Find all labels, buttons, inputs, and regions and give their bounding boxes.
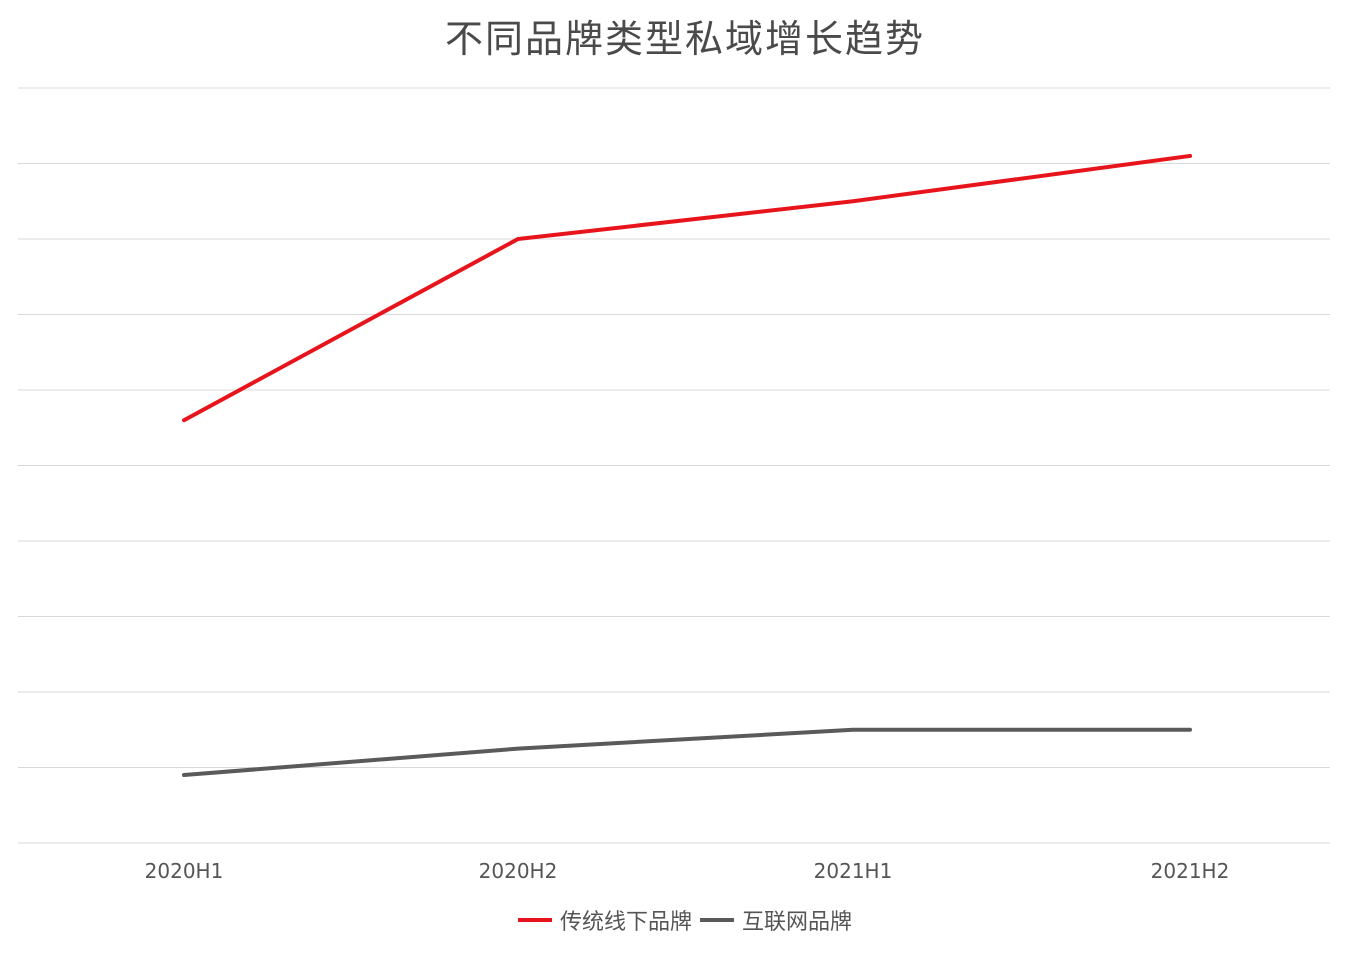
gridlines [18, 87, 1330, 844]
series-line-1 [182, 727, 1192, 778]
legend-item-series-0[interactable]: 传统线下品牌 [517, 904, 692, 936]
legend-label-series-0: 传统线下品牌 [559, 910, 692, 935]
series-lines [182, 153, 1192, 778]
series-line-0 [182, 153, 1192, 423]
chart-title: 不同品牌类型私域增长趋势 [444, 17, 925, 61]
legend-swatch-series-0 [517, 918, 552, 922]
legend-item-series-1[interactable]: 互联网品牌 [700, 904, 852, 936]
x-axis-tick-labels: 2020H1 2020H2 2021H1 2021H2 [145, 859, 1230, 883]
legend-label-series-1: 互联网品牌 [742, 910, 853, 935]
legend-swatch-series-1 [700, 918, 734, 922]
x-tick-label: 2020H2 [479, 859, 558, 883]
x-tick-label: 2021H1 [814, 859, 893, 883]
x-tick-label: 2021H2 [1151, 859, 1230, 883]
x-tick-label: 2020H1 [145, 859, 224, 883]
legend: 传统线下品牌 互联网品牌 [0, 904, 1370, 936]
